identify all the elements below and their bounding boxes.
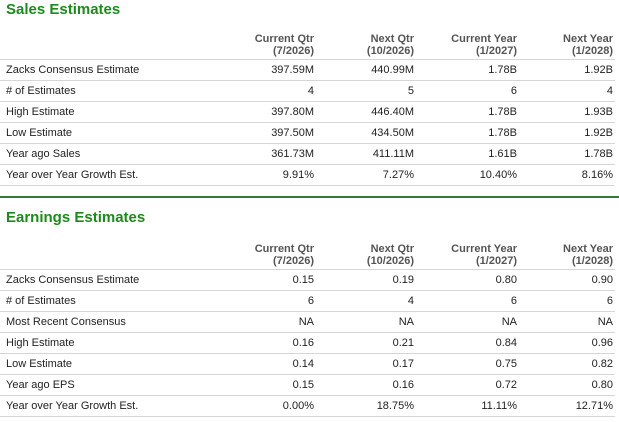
cell-value: 0.96 (519, 332, 615, 354)
cell-value: 6 (519, 290, 615, 312)
cell-value: 10.40% (416, 164, 519, 186)
cell-value: 0.19 (316, 269, 416, 291)
sales-row-low-estimate: Low Estimate 397.50M 434.50M 1.78B 1.92B (0, 122, 615, 144)
row-label: # of Estimates (0, 80, 212, 102)
cell-value: 6 (212, 290, 316, 312)
cell-value: NA (212, 311, 316, 333)
cell-value: 1.78B (416, 101, 519, 123)
cell-value: 397.50M (212, 122, 316, 144)
cell-value: 0.16 (316, 374, 416, 396)
earnings-header-blank (0, 236, 212, 270)
cell-value: 1.92B (519, 59, 615, 81)
cell-value: 0.15 (212, 374, 316, 396)
cell-value: 0.80 (416, 269, 519, 291)
cell-value: 4 (212, 80, 316, 102)
cell-value: 1.93B (519, 101, 615, 123)
sales-row-year-ago: Year ago Sales 361.73M 411.11M 1.61B 1.7… (0, 143, 615, 165)
row-label: Year ago Sales (0, 143, 212, 165)
earnings-row-year-ago: Year ago EPS 0.15 0.16 0.72 0.80 (0, 374, 615, 396)
earnings-header-next-qtr: Next Qtr (10/2026) (316, 236, 416, 270)
cell-value: 12.71% (519, 395, 615, 417)
earnings-row-most-recent: Most Recent Consensus NA NA NA NA (0, 311, 615, 333)
cell-value: 0.17 (316, 353, 416, 375)
cell-value: 0.72 (416, 374, 519, 396)
earnings-row-low-estimate: Low Estimate 0.14 0.17 0.75 0.82 (0, 353, 615, 375)
cell-value: 0.80 (519, 374, 615, 396)
cell-value: 0.21 (316, 332, 416, 354)
sales-row-high-estimate: High Estimate 397.80M 446.40M 1.78B 1.93… (0, 101, 615, 123)
section-divider (0, 196, 619, 198)
cell-value: 0.16 (212, 332, 316, 354)
cell-value: 361.73M (212, 143, 316, 165)
earnings-estimates-title: Earnings Estimates (6, 209, 146, 226)
sales-row-consensus: Zacks Consensus Estimate 397.59M 440.99M… (0, 59, 615, 81)
cell-value: 0.00% (212, 395, 316, 417)
earnings-row-consensus: Zacks Consensus Estimate 0.15 0.19 0.80 … (0, 269, 615, 291)
row-label: Zacks Consensus Estimate (0, 269, 212, 291)
cell-value: 0.14 (212, 353, 316, 375)
earnings-row-yoy-growth: Year over Year Growth Est. 0.00% 18.75% … (0, 395, 615, 417)
row-label: Low Estimate (0, 122, 212, 144)
row-label: Low Estimate (0, 353, 212, 375)
earnings-estimates-table: Current Qtr (7/2026) Next Qtr (10/2026) Cu… (0, 236, 615, 417)
cell-value: 1.61B (416, 143, 519, 165)
earnings-header-current-qtr: Current Qtr (7/2026) (212, 236, 316, 270)
sales-header-current-year: Current Year (1/2027) (416, 26, 519, 60)
cell-value: 0.90 (519, 269, 615, 291)
earnings-header-row: Current Qtr (7/2026) Next Qtr (10/2026) Cu… (0, 236, 615, 270)
sales-estimates-table: Current Qtr (7/2026) Next Qtr (10/2026) Cu… (0, 26, 615, 186)
sales-row-yoy-growth: Year over Year Growth Est. 9.91% 7.27% 1… (0, 164, 615, 186)
sales-row-num-estimates: # of Estimates 4 5 6 4 (0, 80, 615, 102)
cell-value: 440.99M (316, 59, 416, 81)
cell-value: 6 (416, 290, 519, 312)
row-label: Year over Year Growth Est. (0, 164, 212, 186)
row-label: High Estimate (0, 332, 212, 354)
row-label: Year ago EPS (0, 374, 212, 396)
earnings-header-current-year: Current Year (1/2027) (416, 236, 519, 270)
sales-header-next-qtr: Next Qtr (10/2026) (316, 26, 416, 60)
sales-header-row: Current Qtr (7/2026) Next Qtr (10/2026) Cu… (0, 26, 615, 60)
cell-value: 9.91% (212, 164, 316, 186)
row-label: Year over Year Growth Est. (0, 395, 212, 417)
cell-value: 6 (416, 80, 519, 102)
cell-value: 0.75 (416, 353, 519, 375)
cell-value: 8.16% (519, 164, 615, 186)
sales-estimates-title: Sales Estimates (6, 1, 121, 18)
cell-value: 1.78B (416, 59, 519, 81)
row-label: # of Estimates (0, 290, 212, 312)
earnings-header-next-year: Next Year (1/2028) (519, 236, 615, 270)
cell-value: 5 (316, 80, 416, 102)
row-label: Zacks Consensus Estimate (0, 59, 212, 81)
cell-value: 4 (316, 290, 416, 312)
row-label: High Estimate (0, 101, 212, 123)
cell-value: 0.84 (416, 332, 519, 354)
cell-value: 1.78B (519, 143, 615, 165)
cell-value: 1.78B (416, 122, 519, 144)
earnings-row-high-estimate: High Estimate 0.16 0.21 0.84 0.96 (0, 332, 615, 354)
sales-header-next-year: Next Year (1/2028) (519, 26, 615, 60)
cell-value: 4 (519, 80, 615, 102)
cell-value: NA (316, 311, 416, 333)
sales-header-blank (0, 26, 212, 60)
cell-value: 7.27% (316, 164, 416, 186)
cell-value: 0.82 (519, 353, 615, 375)
earnings-row-num-estimates: # of Estimates 6 4 6 6 (0, 290, 615, 312)
cell-value: 1.92B (519, 122, 615, 144)
cell-value: 11.11% (416, 395, 519, 417)
cell-value: NA (519, 311, 615, 333)
row-label: Most Recent Consensus (0, 311, 212, 333)
cell-value: 397.80M (212, 101, 316, 123)
cell-value: 434.50M (316, 122, 416, 144)
cell-value: 18.75% (316, 395, 416, 417)
cell-value: NA (416, 311, 519, 333)
cell-value: 0.15 (212, 269, 316, 291)
cell-value: 397.59M (212, 59, 316, 81)
cell-value: 411.11M (316, 143, 416, 165)
sales-header-current-qtr: Current Qtr (7/2026) (212, 26, 316, 60)
cell-value: 446.40M (316, 101, 416, 123)
